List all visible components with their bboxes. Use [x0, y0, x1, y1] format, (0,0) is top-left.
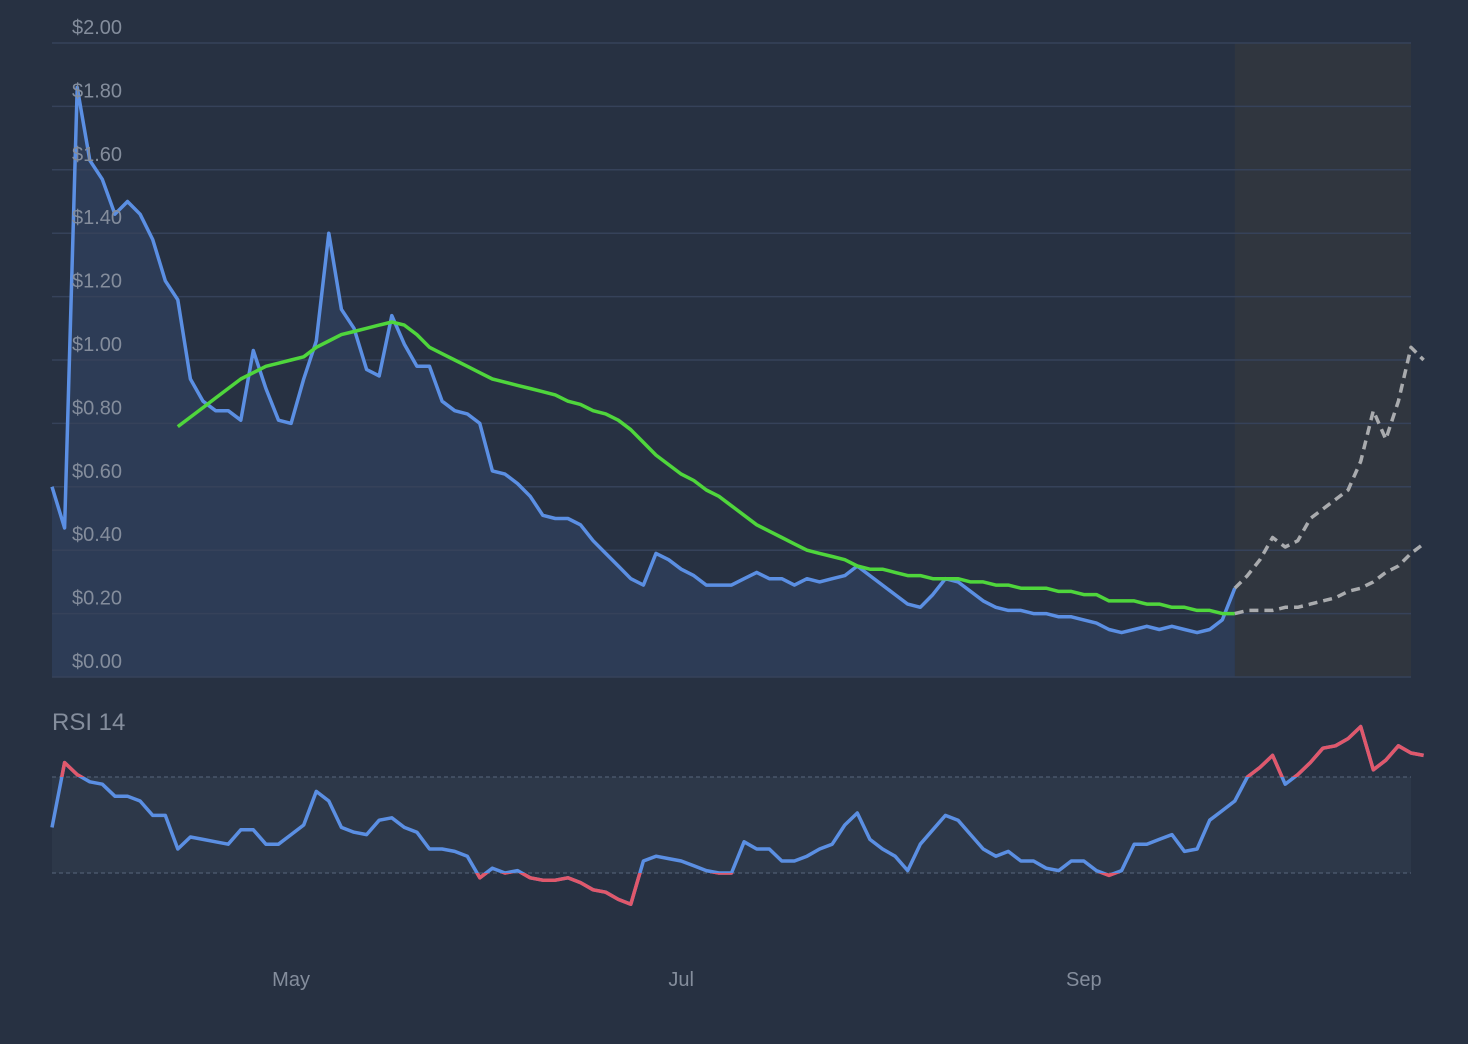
series-line — [50, 724, 1424, 906]
y-tick-label: $1.00 — [72, 334, 122, 356]
area-fill — [52, 87, 1235, 677]
y-tick-label: $1.40 — [72, 207, 122, 229]
y-tick-label: $1.20 — [72, 271, 122, 293]
x-tick-label: May — [272, 969, 310, 991]
y-tick-label: $0.80 — [72, 397, 122, 419]
series-line — [176, 320, 1235, 616]
rsi-band — [52, 777, 1411, 873]
y-tick-label: $0.60 — [72, 461, 122, 483]
y-tick-label: $2.00 — [72, 17, 122, 39]
y-tick-label: $0.00 — [72, 651, 122, 673]
y-tick-label: $0.40 — [72, 524, 122, 546]
x-tick-label: Jul — [668, 969, 694, 991]
forecast-line — [1234, 542, 1425, 616]
rsi-title: RSI 14 — [52, 709, 125, 736]
y-tick-label: $1.80 — [72, 80, 122, 102]
forecast-line — [1233, 345, 1425, 590]
y-tick-label: $1.60 — [72, 144, 122, 166]
y-tick-label: $0.20 — [72, 588, 122, 610]
x-tick-label: Sep — [1066, 969, 1102, 991]
